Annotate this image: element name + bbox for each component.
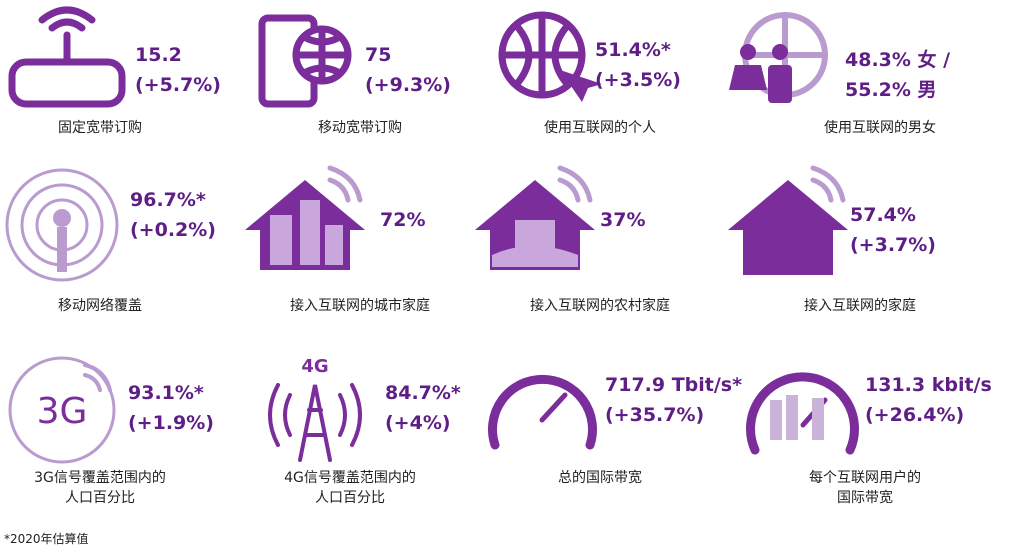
change: (+5.7%) [135,74,221,96]
label: 接入互联网的农村家庭 [530,298,670,314]
label: 使用互联网的个人 [544,120,656,136]
label: 使用互联网的男女 [824,120,936,136]
label: 移动宽带订购 [318,120,402,136]
change: (+35.7%) [605,404,705,426]
icon-text: 3G [37,391,88,432]
value: 96.7%* [130,189,206,211]
label: 人口百分比 [315,490,385,506]
change: (+9.3%) [365,74,451,96]
change: (+0.2%) [130,219,216,241]
icon-text: 4G [301,356,328,377]
label: 固定宽带订购 [58,120,142,136]
value: 717.9 Tbit/s* [605,374,743,396]
value: 93.1%* [128,382,204,404]
label: 总的国际带宽 [558,470,642,486]
label: 3G信号覆盖范围内的 [34,470,166,486]
footnote: *2020年估算值 [4,532,89,546]
value: 51.4%* [595,39,671,61]
change: (+26.4%) [865,404,965,426]
label: 接入互联网的家庭 [804,298,916,314]
label: 每个互联网用户的 [809,470,921,486]
label: 移动网络覆盖 [58,298,142,314]
label: 4G信号覆盖范围内的 [284,470,416,486]
change: (+3.7%) [850,234,936,256]
value: 48.3% 女 / 55.2% 男 [845,49,951,101]
value: 15.2 [135,44,182,66]
label: 接入互联网的城市家庭 [290,298,430,314]
value: 57.4% [850,204,916,226]
label: 国际带宽 [837,490,893,506]
change: (+3.5%) [595,69,681,91]
label: 人口百分比 [65,490,135,506]
value: 84.7%* [385,382,461,404]
value: 72% [380,209,426,231]
change: (+4%) [385,412,451,434]
change: (+1.9%) [128,412,214,434]
value: 37% [600,209,646,231]
value: 75 [365,44,392,66]
value: 131.3 kbit/s [865,374,992,396]
